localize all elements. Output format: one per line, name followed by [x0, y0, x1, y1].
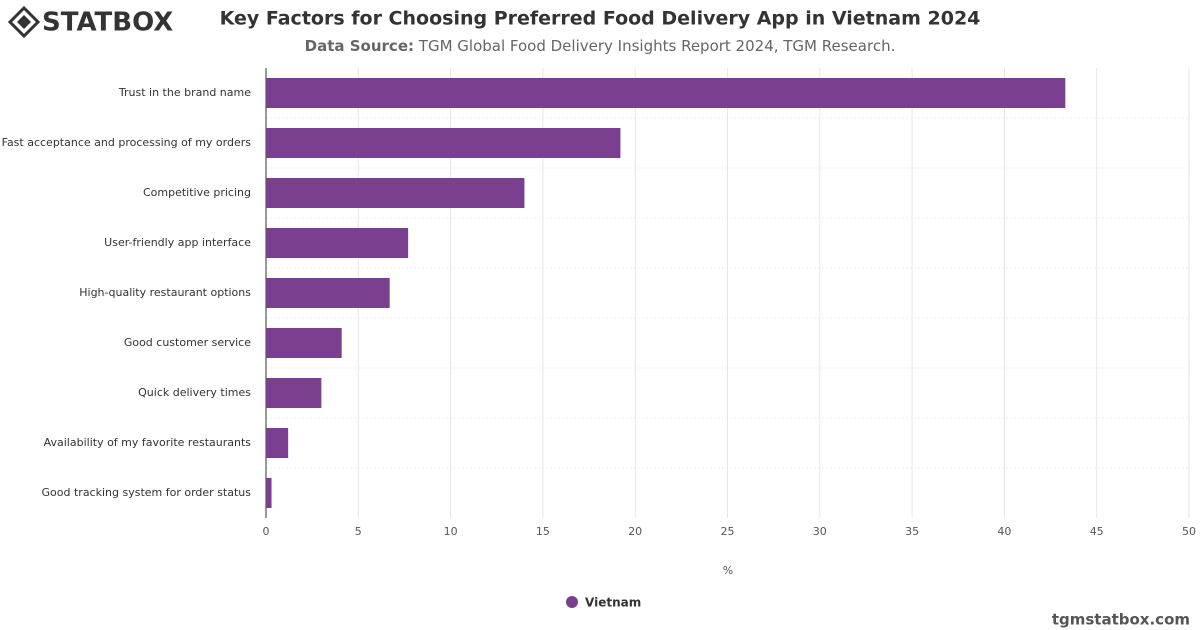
logo: STATBOX: [7, 5, 173, 39]
y-tick-label: User-friendly app interface: [104, 236, 251, 249]
y-tick-label: Competitive pricing: [143, 186, 251, 199]
x-tick-label: 45: [1090, 525, 1104, 538]
x-tick-label: 20: [628, 525, 642, 538]
x-axis-label: %: [723, 564, 733, 577]
bar: [266, 178, 525, 208]
bar: [266, 378, 322, 408]
footer: tgmstatbox.com: [1052, 611, 1190, 629]
legend-label: Vietnam: [585, 596, 641, 610]
bar: [266, 478, 272, 508]
legend-marker: [566, 596, 578, 608]
x-tick-label: 10: [444, 525, 458, 538]
y-tick-label: Availability of my favorite restaurants: [44, 436, 252, 449]
y-tick-label: Good tracking system for order status: [42, 486, 252, 499]
logo-text: STATBOX: [42, 8, 173, 38]
subtitle-text: TGM Global Food Delivery Insights Report…: [418, 37, 896, 55]
x-tick-label: 0: [263, 525, 270, 538]
bar: [266, 278, 390, 308]
logo-icon: [7, 5, 41, 39]
subtitle-label: Data Source:: [305, 37, 414, 55]
x-tick-label: 15: [536, 525, 550, 538]
x-tick-label: 30: [813, 525, 827, 538]
x-tick-label: 50: [1182, 525, 1196, 538]
x-tick-label: 5: [355, 525, 362, 538]
x-tick-label: 40: [997, 525, 1011, 538]
y-tick-label: Good customer service: [124, 336, 251, 349]
chart-subtitle: Data Source: TGM Global Food Delivery In…: [305, 37, 896, 55]
y-tick-label: Trust in the brand name: [118, 86, 251, 99]
bar: [266, 428, 289, 458]
y-tick-label: Fast acceptance and processing of my ord…: [2, 136, 252, 149]
bar: [266, 328, 342, 358]
x-tick-label: 25: [721, 525, 735, 538]
x-tick-label: 35: [905, 525, 919, 538]
bar: [266, 128, 621, 158]
y-tick-label: Quick delivery times: [138, 386, 251, 399]
logo-icon-inner: [17, 15, 31, 29]
bar: [266, 78, 1066, 108]
bar: [266, 228, 409, 258]
y-tick-label: High-quality restaurant options: [79, 286, 251, 299]
chart-title: Key Factors for Choosing Preferred Food …: [220, 8, 981, 30]
